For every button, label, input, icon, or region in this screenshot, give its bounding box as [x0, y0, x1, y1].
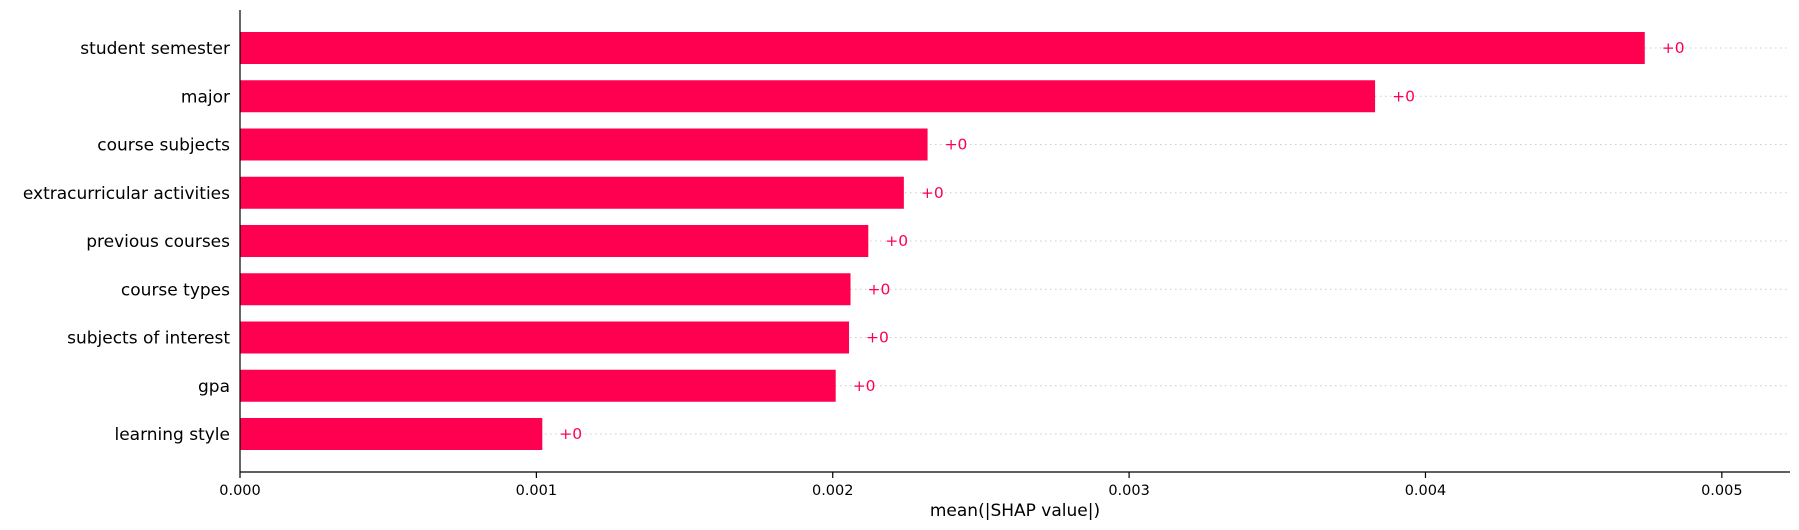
data-label: +0 — [559, 425, 582, 443]
data-label: +0 — [853, 377, 876, 395]
bar-course-types — [240, 273, 851, 306]
category-label: student semester — [80, 39, 230, 59]
data-label: +0 — [885, 232, 908, 250]
x-tick-label: 0.003 — [1108, 483, 1150, 499]
data-labels: +0 +0 +0 +0 +0 +0 +0 +0 +0 — [559, 39, 1684, 443]
x-axis-title: mean(|SHAP value|) — [930, 501, 1100, 521]
bar-learning-style — [240, 418, 543, 450]
x-tick-label: 0.001 — [516, 483, 558, 499]
x-tick-label: 0.002 — [812, 483, 854, 499]
data-label: +0 — [921, 184, 944, 202]
bars-group — [240, 32, 1645, 450]
category-label: major — [181, 87, 230, 107]
bar-gpa — [240, 369, 836, 402]
data-label: +0 — [868, 280, 891, 298]
bar-extracurricular-activities — [240, 176, 904, 209]
bar-student-semester — [240, 32, 1645, 64]
data-label: +0 — [1662, 39, 1685, 57]
data-label: +0 — [866, 329, 889, 347]
data-label: +0 — [1392, 87, 1415, 105]
bar-course-subjects — [240, 128, 928, 161]
category-label: subjects of interest — [67, 329, 230, 349]
x-tick-label: 0.000 — [219, 483, 261, 499]
x-tick-label: 0.005 — [1701, 483, 1743, 499]
bar-subjects-of-interest — [240, 321, 850, 354]
data-label: +0 — [945, 136, 968, 154]
category-label: course types — [121, 280, 230, 300]
x-axis-ticks: 0.000 0.001 0.002 0.003 0.004 0.005 — [219, 472, 1743, 499]
category-label: gpa — [198, 377, 230, 397]
bar-previous-courses — [240, 225, 869, 257]
bar-major — [240, 80, 1376, 113]
category-label: extracurricular activities — [23, 184, 230, 204]
category-label: course subjects — [97, 136, 230, 156]
x-tick-label: 0.004 — [1405, 483, 1447, 499]
category-label: learning style — [114, 425, 230, 445]
category-label: previous courses — [86, 232, 230, 252]
category-labels: student semester major course subjects extr… — [23, 39, 230, 445]
